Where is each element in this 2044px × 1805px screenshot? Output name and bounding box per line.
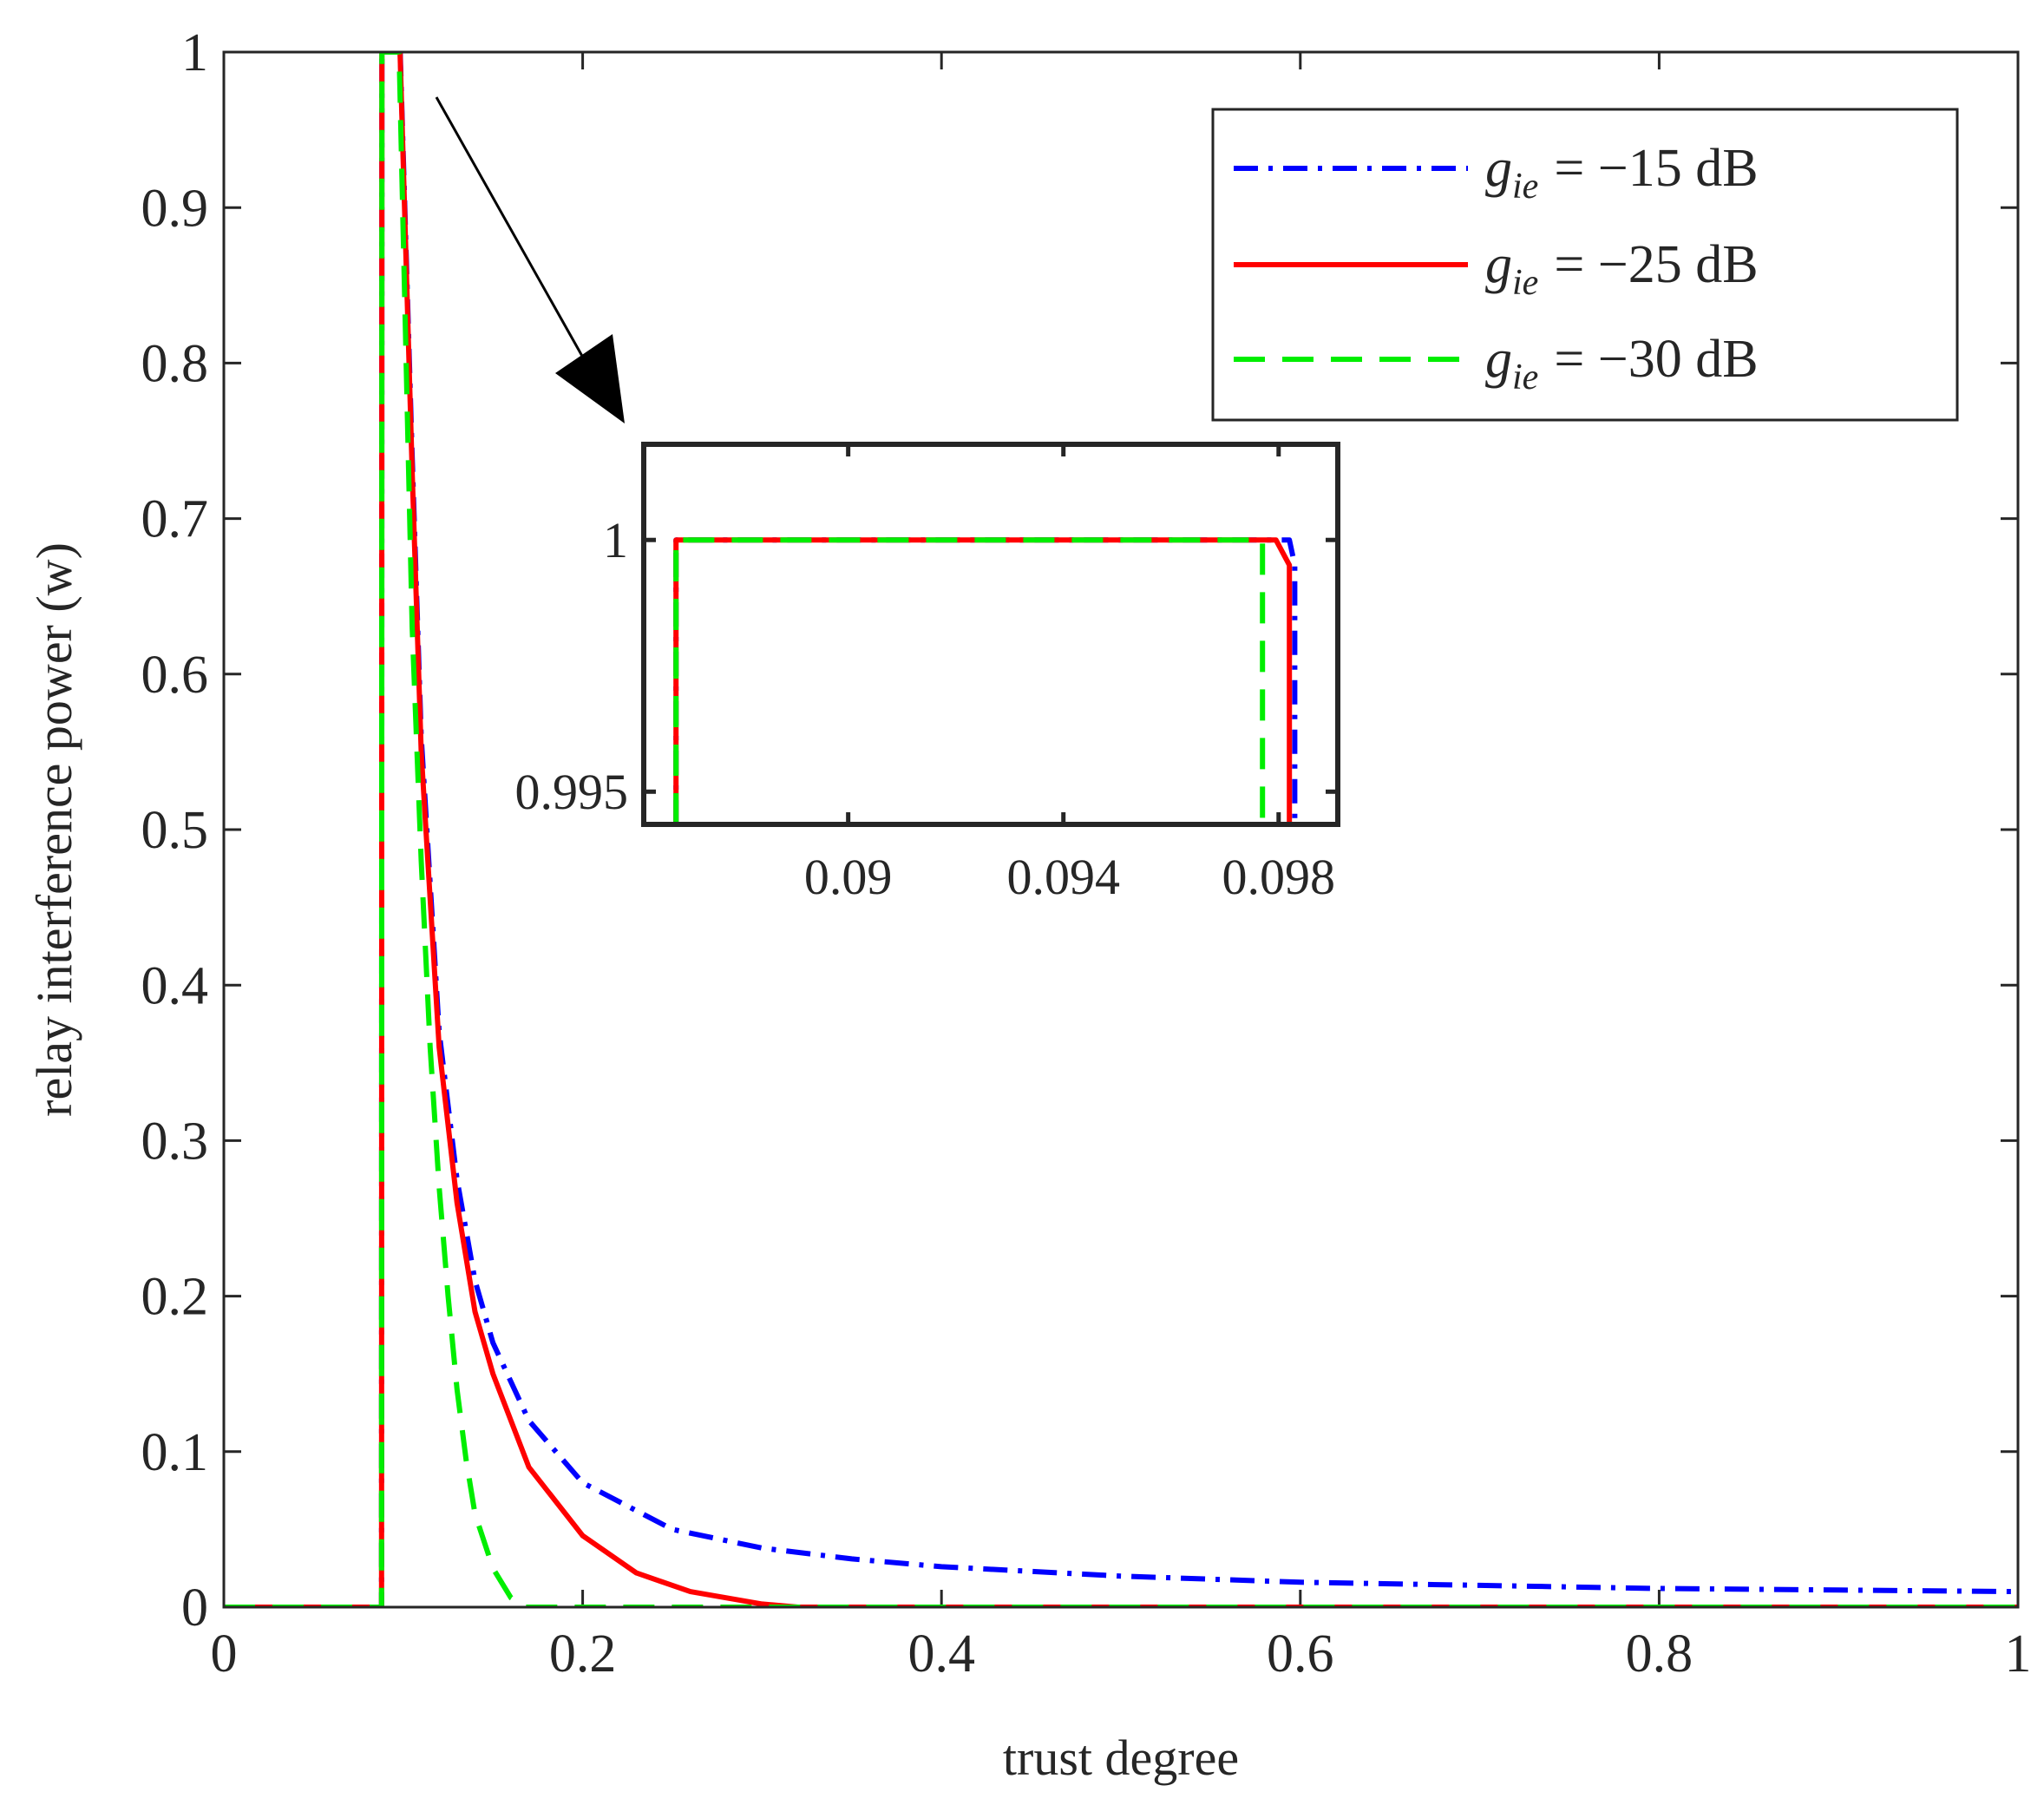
x-tick-label: 0.8 <box>1626 1624 1694 1684</box>
main-tick-labels: 0 0.2 0.4 0.6 0.8 1 0 0.1 0.2 0.3 0.4 0.5 0.6 0.7 0.8 0… <box>141 23 2032 1684</box>
y-tick-label: 0.9 <box>141 179 209 238</box>
y-tick-label: 0.3 <box>141 1112 209 1171</box>
inset-frame <box>641 442 1340 827</box>
series-line-15db <box>673 537 1298 824</box>
x-tick-label: 0.094 <box>1006 849 1120 905</box>
series-line-30db <box>224 52 2018 1607</box>
y-tick-label: 0.1 <box>141 1423 209 1482</box>
y-tick-label: 0.2 <box>141 1268 209 1327</box>
y-tick-label: 1 <box>603 512 628 568</box>
y-tick-label: 0.5 <box>141 801 209 860</box>
main-plot-frame <box>222 50 2020 1609</box>
x-axis-label: trust degree <box>1003 1730 1239 1786</box>
legend-entry: gie = −15 dB <box>1234 139 1759 207</box>
y-tick-label: 1 <box>181 23 208 82</box>
legend-entry: gie = −25 dB <box>1234 235 1759 303</box>
legend-label-minus15db: gie = −15 dB <box>1485 139 1759 207</box>
x-tick-label: 0.6 <box>1267 1624 1334 1684</box>
inset-series-lines <box>673 537 1298 824</box>
x-tick-label: 1 <box>2005 1624 2032 1684</box>
y-tick-label: 0.7 <box>141 490 209 549</box>
zoom-arrow <box>435 96 625 423</box>
legend-label-minus25db: gie = −25 dB <box>1485 235 1759 303</box>
legend-label-minus30db: gie = −30 dB <box>1485 330 1759 397</box>
legend: gie = −15 dB gie = −25 dB gie = −30 dB <box>1211 108 1959 422</box>
x-tick-label: 0.09 <box>804 849 893 905</box>
x-tick-label: 0.4 <box>907 1624 975 1684</box>
inset-background <box>644 444 1338 824</box>
series-line-25db <box>673 537 1293 824</box>
y-tick-label: 0.4 <box>141 956 209 1015</box>
x-tick-label: 0.2 <box>549 1624 617 1684</box>
inset-tick-labels: 0.09 0.094 0.098 0.995 1 <box>515 512 1336 905</box>
x-tick-label: 0 <box>211 1624 238 1684</box>
x-tick-label: 0.098 <box>1222 849 1336 905</box>
legend-entry: gie = −30 dB <box>1234 330 1759 397</box>
y-tick-label: 0 <box>181 1579 208 1638</box>
series-line-25db <box>224 52 2018 1607</box>
y-tick-label: 0.8 <box>141 334 209 393</box>
y-tick-label: 0.995 <box>515 764 629 820</box>
y-tick-label: 0.6 <box>141 646 209 705</box>
inset-plot: 0.09 0.094 0.098 0.995 1 <box>515 442 1340 905</box>
y-axis-label: relay interference power (w) <box>26 542 82 1117</box>
main-series-lines <box>224 52 2018 1607</box>
